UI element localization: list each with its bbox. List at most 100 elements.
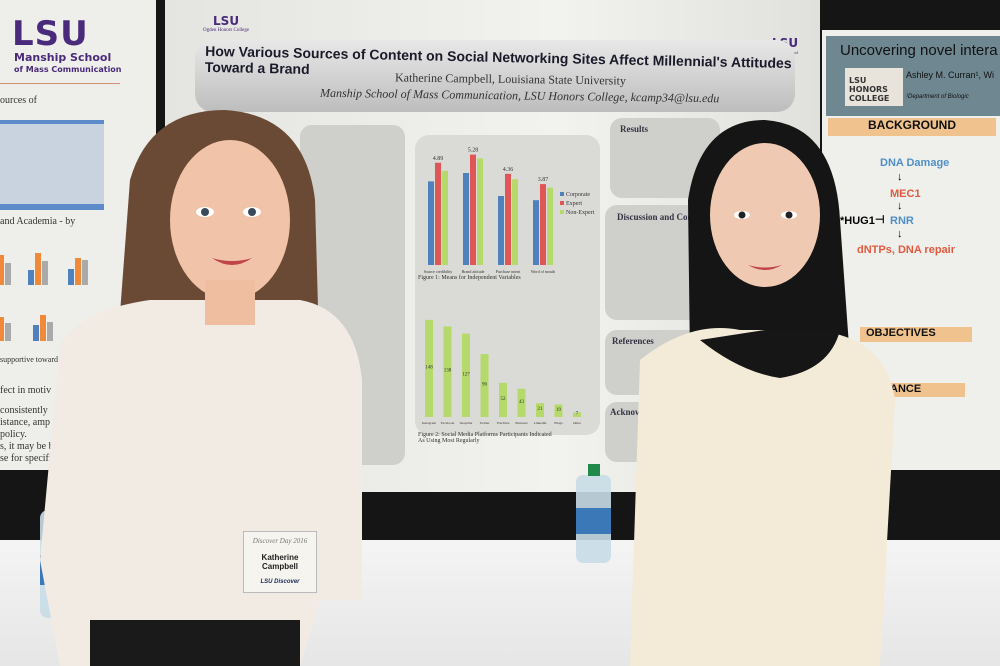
legend-label: Corporate — [566, 192, 590, 198]
bar-other — [573, 412, 581, 417]
poster-text: consistently — [0, 405, 48, 416]
background-heading: BACKGROUND — [828, 118, 996, 136]
poster-text: s, it may be b — [0, 441, 54, 452]
arrow-down-icon: ↓ — [897, 171, 903, 183]
tick-label: Facebook — [441, 421, 455, 425]
person-right — [630, 120, 895, 666]
honors-college-logo: LSU HONORS COLLEGE — [845, 68, 903, 106]
bar-youtube — [499, 382, 507, 417]
right-poster-author: Ashley M. Curran¹, Wi — [906, 70, 995, 80]
data-label: 4.36 — [503, 167, 514, 173]
bar-non-expert — [547, 187, 553, 265]
section-heading: Results — [620, 124, 649, 134]
figure-2-caption: Figure 2: Social Media Platforms Partici… — [418, 432, 552, 444]
data-label: 4.89 — [433, 156, 444, 162]
flow-dna-damage: DNA Damage — [880, 157, 950, 169]
lsu-logo: LSU — [12, 14, 89, 54]
bar-snapchat — [462, 333, 470, 417]
badge-name: Katherine Campbell — [261, 553, 299, 571]
mini-chart — [0, 255, 11, 285]
mini-chart — [68, 258, 88, 285]
tick-label: YouTube — [497, 421, 510, 425]
divider — [0, 83, 120, 84]
data-label: 3.87 — [538, 177, 549, 183]
poster-text: istance, amp — [0, 417, 50, 428]
data-label: 138 — [444, 369, 452, 374]
bar-blogs — [554, 404, 563, 417]
title-band — [195, 40, 795, 112]
legend-swatch — [560, 192, 564, 196]
mini-chart — [0, 317, 11, 341]
tick-label: Purchase intent — [496, 269, 521, 274]
bar-expert — [505, 173, 511, 265]
figure-2-chart: 148 Instagram 138 Facebook 127 Snapchat 96 Twit… — [422, 319, 582, 425]
name-badge: Discover Day 2016 Katherine Campbell LSU… — [243, 531, 317, 593]
poster-text: and Academia - by — [0, 216, 76, 227]
poster-text: policy. — [0, 429, 27, 440]
school-sub-line: of Mass Communication — [14, 65, 122, 74]
bar-expert — [435, 162, 441, 265]
legend-swatch — [560, 201, 564, 205]
tick-label: Snapchat — [460, 421, 473, 425]
bar-corporate — [428, 181, 434, 265]
flow-hug1: *HUG1 — [840, 215, 875, 227]
tick-label: Pinterest — [515, 421, 527, 425]
tick-label: Source credibility — [424, 269, 453, 274]
section-heading: References — [612, 336, 654, 346]
data-label: 19 — [556, 408, 562, 413]
tick-label: Other — [573, 421, 582, 425]
data-label: 21 — [538, 407, 544, 412]
flow-rnr: RNR — [890, 215, 914, 227]
logo-text: LSU — [213, 14, 240, 28]
poster-text: supportive toward a — [0, 355, 64, 364]
school-line: Manship School — [14, 51, 112, 64]
bar-pinterest — [517, 388, 526, 417]
bar-expert — [540, 184, 546, 265]
mini-chart — [33, 315, 53, 341]
bar-non-expert — [442, 170, 448, 265]
data-label: 43 — [519, 400, 525, 405]
bar-non-expert — [512, 179, 518, 265]
logo-sub: Ogden Honors College — [203, 28, 250, 33]
arrow-down-icon: ↓ — [897, 200, 903, 212]
badge-event: Discover Day 2016 — [252, 537, 308, 545]
flow-mec1: MEC1 — [890, 188, 921, 200]
objectives-heading: OBJECTIVES — [860, 327, 972, 342]
bar-non-expert — [477, 158, 483, 265]
inhibit-arrow-icon: ⊣ — [875, 214, 885, 226]
data-label: 96 — [482, 383, 488, 388]
tick-label: Blogs — [554, 421, 563, 425]
honors-college-logo: LSU Ogden Honors College — [203, 14, 249, 33]
legend-swatch — [560, 210, 564, 214]
bar-instagram — [425, 319, 433, 417]
bar-corporate — [463, 173, 469, 265]
data-label: 127 — [462, 372, 470, 377]
data-label: 7 — [576, 412, 579, 417]
bar-facebook — [443, 326, 452, 417]
section-heading: Discussion and Concl — [617, 212, 700, 222]
bar-twitter — [480, 354, 489, 417]
tick-label: LinkedIn — [534, 421, 547, 425]
data-table — [0, 120, 104, 210]
arrow-down-icon: ↓ — [897, 228, 903, 240]
mini-chart — [28, 253, 48, 285]
water-bottle-right — [576, 464, 611, 563]
tick-label: Brand attitude — [462, 269, 485, 274]
section-heading: Acknowl — [610, 407, 645, 417]
figure-1-caption: Figure 1: Means for Independent Variable… — [418, 275, 521, 281]
bar-linkedin — [536, 403, 544, 417]
poster-text: se for specific — [0, 453, 57, 464]
poster-text: ources of — [0, 95, 37, 106]
bar-expert — [470, 154, 476, 265]
right-poster-dept: ¹Department of Biologic — [906, 94, 969, 100]
tick-label: Word of mouth — [531, 269, 555, 274]
data-label: 52 — [501, 397, 507, 402]
tick-label: Twitter — [479, 421, 490, 425]
data-label: 5.28 — [468, 148, 479, 154]
flow-dntps: dNTPs, DNA repair — [857, 244, 956, 256]
right-poster-title: Uncovering novel intera — [840, 42, 998, 59]
legend-label: Expert — [566, 201, 582, 207]
bar-corporate — [498, 196, 504, 265]
tick-label: Instagram — [422, 421, 436, 425]
